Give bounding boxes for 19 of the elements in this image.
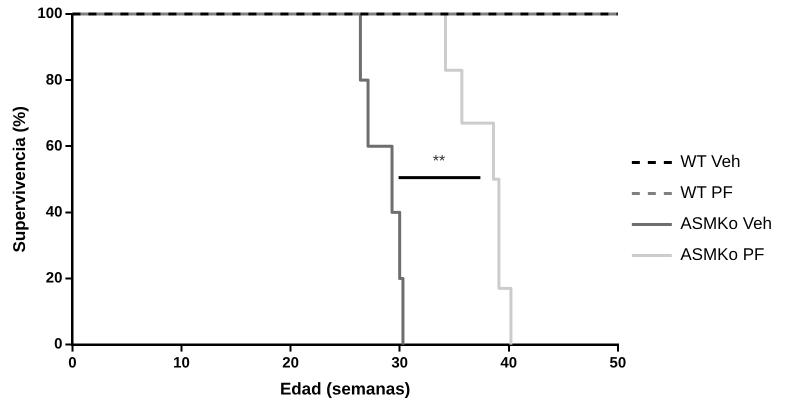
legend-label: WT Veh <box>680 152 740 172</box>
y-tick-label: 100 <box>37 5 62 22</box>
x-tick-label: 50 <box>609 354 626 372</box>
legend-label: ASMKo Veh <box>680 214 772 234</box>
y-tick-label: 20 <box>46 270 62 287</box>
y-tick-label: 60 <box>46 137 62 154</box>
x-tick-label: 10 <box>173 354 190 372</box>
x-tick-label: 40 <box>500 354 518 372</box>
x-tick-label: 0 <box>68 354 77 372</box>
x-tick-label: 30 <box>391 354 408 372</box>
y-axis-title: Supervivencia (%) <box>10 106 29 253</box>
y-tick-label: 40 <box>46 204 62 220</box>
annotation: ** <box>432 153 446 170</box>
x-tick-label: 20 <box>282 354 299 372</box>
y-tick-label: 80 <box>46 71 62 88</box>
y-tick-label: 0 <box>54 336 62 353</box>
x-axis-title: Edad (semanas) <box>280 379 410 398</box>
legend-label: WT PF <box>680 183 733 202</box>
legend-label: ASMKo PF <box>680 245 764 264</box>
